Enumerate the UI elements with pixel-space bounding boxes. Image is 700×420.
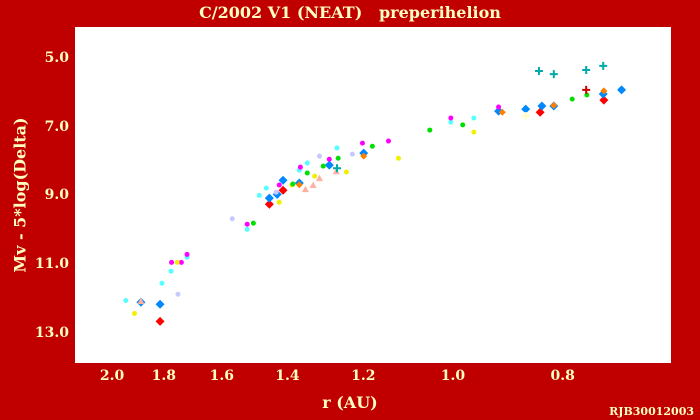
data-point-salmon — [301, 185, 309, 193]
data-point-red — [155, 316, 165, 326]
y-axis-label: Mv - 5*log(Delta) — [10, 117, 30, 273]
data-point-magenta — [169, 259, 175, 265]
x-tick-label: 0.8 — [550, 368, 575, 384]
x-tick-label: 2.0 — [99, 368, 125, 384]
data-point-green — [335, 155, 341, 161]
data-point-orange — [600, 87, 608, 95]
data-point-magenta — [184, 251, 190, 257]
data-point-magenta — [244, 221, 250, 227]
data-point-red — [278, 185, 288, 195]
plot-area — [75, 27, 671, 363]
data-point-teal — [582, 65, 591, 74]
data-point-magenta — [385, 138, 391, 144]
y-tick-label: 9.0 — [44, 187, 69, 204]
data-point-green — [290, 181, 296, 187]
data-point-orange — [295, 181, 303, 189]
data-point-magenta — [448, 115, 454, 121]
data-point-green — [320, 163, 326, 169]
x-tick-label: 1.6 — [209, 368, 234, 384]
data-point-salmon — [309, 181, 317, 189]
data-point-green — [569, 96, 575, 102]
data-point-red — [599, 95, 609, 105]
data-point-lavender — [229, 216, 235, 222]
x-tick-label: 1.2 — [351, 368, 376, 384]
y-tick-label: 11.0 — [34, 256, 69, 273]
chart-title: C/2002 V1 (NEAT) preperihelion — [199, 3, 501, 22]
data-point-red — [264, 199, 274, 209]
data-point-teal — [549, 70, 558, 79]
data-point-yellow — [174, 259, 180, 265]
data-point-green — [304, 170, 310, 176]
data-point-lavender — [175, 291, 181, 297]
data-point-blue — [617, 85, 627, 95]
scatter-plot — [123, 61, 627, 326]
data-point-salmon — [315, 174, 323, 182]
data-point-cyan — [263, 185, 269, 191]
data-point-blue — [264, 193, 274, 203]
data-point-cyan — [244, 226, 250, 232]
data-point-magenta — [326, 156, 332, 162]
data-point-green — [460, 122, 466, 128]
data-point-cyan — [334, 145, 340, 151]
data-point-magenta — [276, 182, 282, 188]
data-point-lavender — [316, 153, 322, 159]
data-point-green — [250, 220, 256, 226]
data-point-salmon — [137, 297, 145, 305]
data-point-yellow — [471, 129, 477, 135]
data-point-magenta — [297, 164, 303, 170]
credit-label: RJB30012003 — [609, 405, 694, 418]
y-tick-label: 13.0 — [34, 324, 69, 341]
data-point-cyan — [168, 268, 174, 274]
data-point-lavender — [349, 151, 355, 157]
data-point-blue — [278, 175, 288, 185]
data-point-lavender — [273, 189, 279, 195]
data-point-green — [427, 127, 433, 133]
data-point-blue — [324, 160, 334, 170]
data-point-cyan — [123, 297, 129, 303]
y-tick-label: 5.0 — [44, 49, 69, 66]
data-point-teal — [333, 164, 341, 173]
data-point-cyan — [304, 160, 310, 166]
data-point-magenta — [178, 259, 184, 265]
data-point-teal — [534, 66, 543, 75]
data-point-yellow — [343, 169, 349, 175]
data-point-green — [369, 143, 375, 149]
data-point-orange — [360, 152, 368, 160]
x-tick-label: 1.0 — [440, 368, 466, 384]
data-point-magenta — [359, 140, 365, 146]
y-tick-label: 7.0 — [44, 118, 69, 135]
data-point-cyan — [448, 119, 454, 125]
data-point-cyan — [159, 280, 165, 286]
x-tick-label: 1.8 — [151, 368, 177, 384]
data-point-yellow — [276, 199, 282, 205]
data-point-cyan — [471, 115, 477, 121]
data-point-teal — [599, 61, 608, 70]
data-point-yellow — [395, 155, 401, 161]
data-point-orange — [498, 108, 506, 116]
data-point-orange — [550, 101, 558, 109]
data-point-pale-yellow — [521, 111, 530, 120]
x-axis-label: r (AU) — [322, 393, 378, 412]
data-point-yellow — [312, 173, 318, 179]
x-tick-label: 1.4 — [275, 368, 300, 384]
data-point-blue — [155, 299, 165, 309]
data-point-blue — [537, 101, 547, 111]
data-point-cyan — [256, 192, 262, 198]
data-point-magenta — [496, 104, 502, 110]
data-point-yellow — [131, 311, 137, 317]
data-point-blue — [521, 104, 531, 114]
data-point-dark-red — [582, 85, 591, 94]
